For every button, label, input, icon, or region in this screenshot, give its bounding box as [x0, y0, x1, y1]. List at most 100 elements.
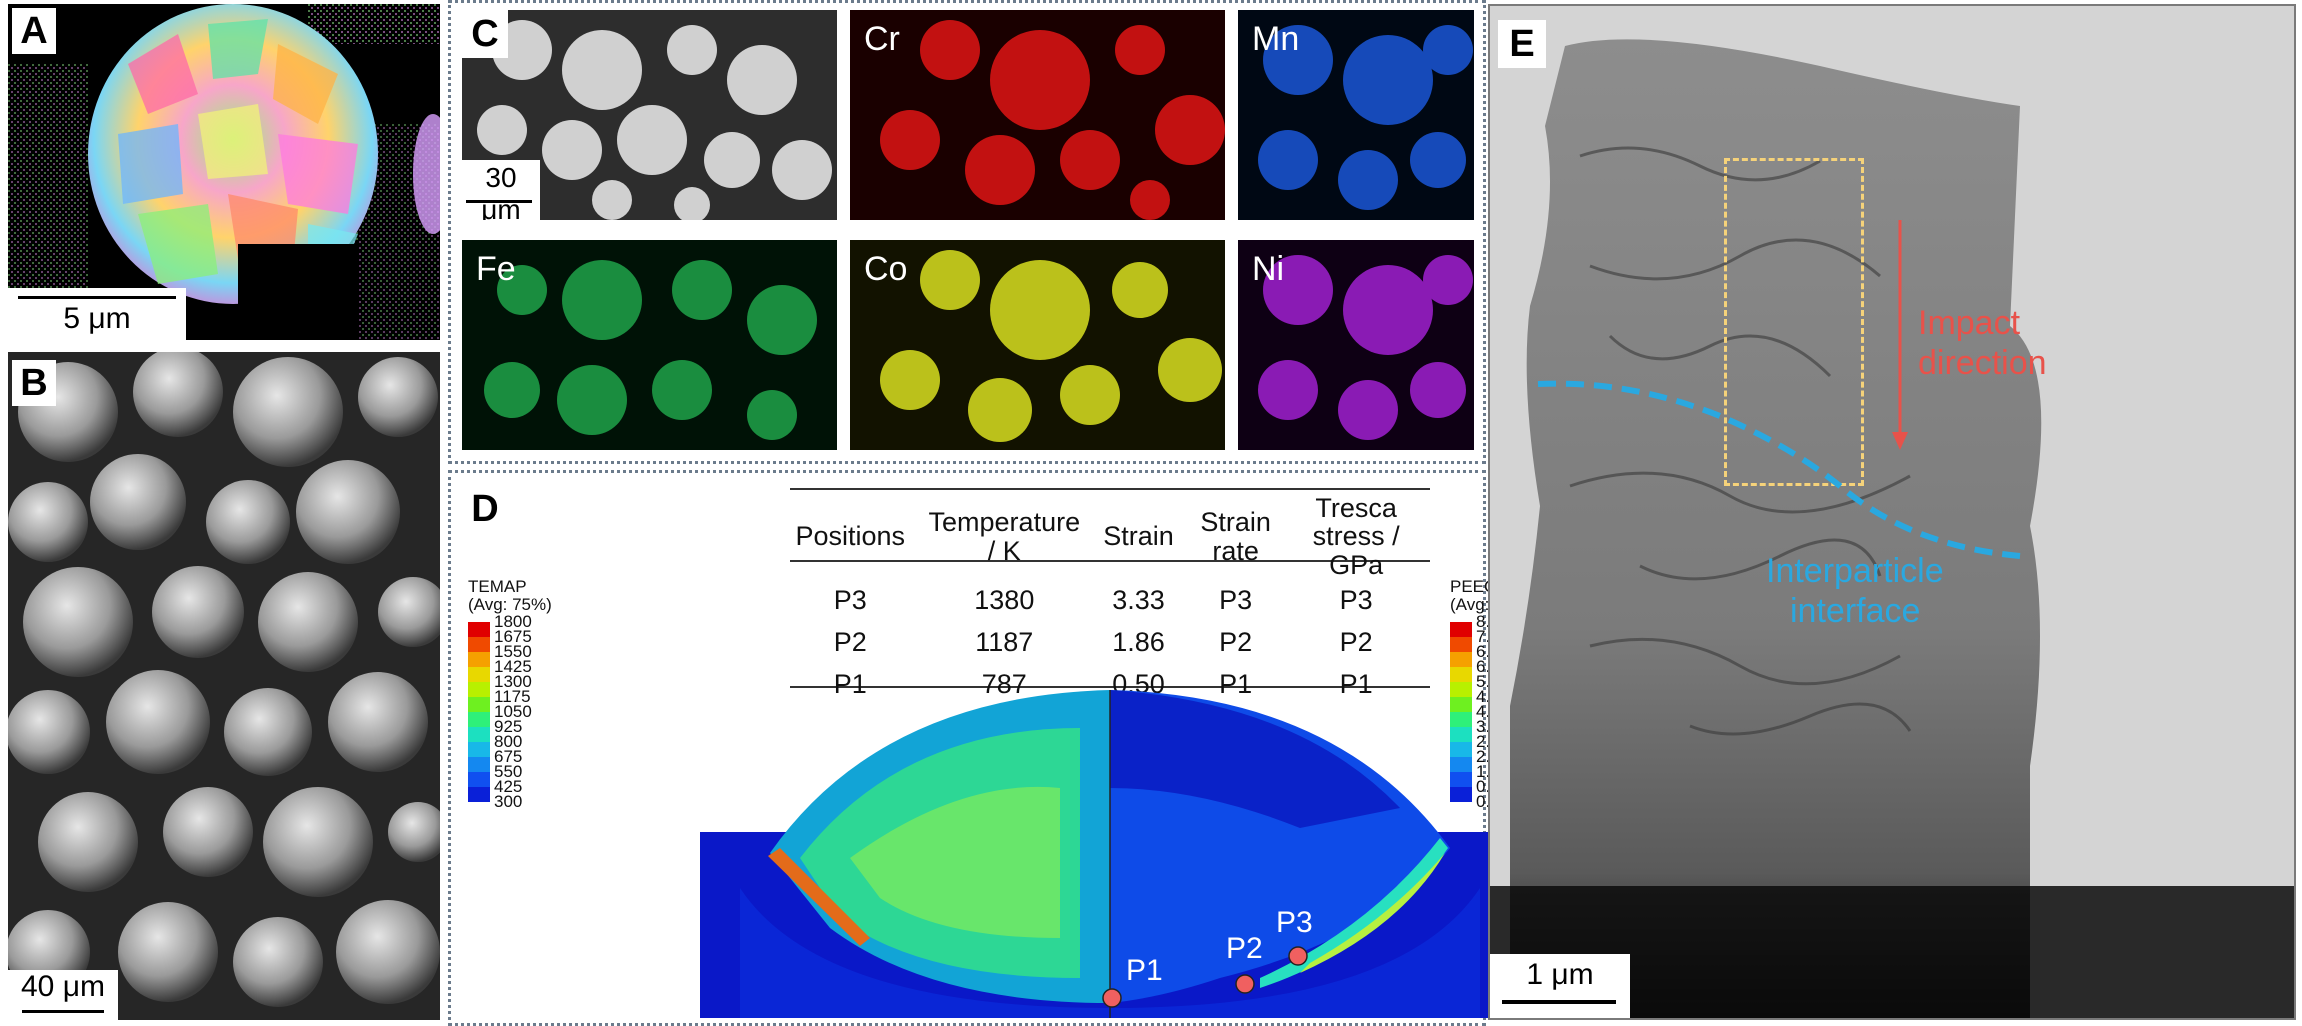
colorbar-tick-label: 1175 — [494, 687, 531, 706]
table-cell: 3.33 — [1112, 584, 1165, 615]
tem-lamella-image — [1490, 6, 2294, 1018]
colorbar-tick-label: 675 — [494, 747, 522, 766]
temap-colorbar: TEMAP (Avg: 75%) 18001675155014251300117… — [468, 578, 552, 811]
colorbar-tick-label: 1800 — [494, 612, 532, 631]
panel-e-tem-image: Impact direction Interparticle interface… — [1488, 4, 2296, 1020]
colorbar-swatch — [1450, 712, 1472, 727]
panel-c-frame — [448, 0, 1486, 464]
peeq-title: PEEQ — [1450, 578, 1497, 596]
fem-impact-simulation: P1 P2 P3 — [700, 690, 1540, 1018]
label-p2: P2 — [1226, 932, 1263, 965]
marker-p1 — [1102, 988, 1122, 1008]
panel-b-scale-text: 40 μm — [21, 970, 105, 1003]
table-cell: P3 — [1219, 584, 1253, 615]
table-cell: P3 — [1339, 584, 1373, 615]
colorbar-swatch — [1450, 637, 1472, 652]
panel-b-sem-powder: B 40 μm — [8, 352, 440, 1020]
colorbar-swatch — [468, 742, 490, 757]
colorbar-swatch — [1450, 742, 1472, 757]
colorbar-tick-label: 425 — [494, 777, 522, 796]
sim-table-rule-top — [790, 488, 1430, 490]
table-cell: P2 — [833, 626, 867, 657]
eds-label-fe: Fe — [476, 250, 516, 288]
colorbar-tick-label: 1425 — [494, 657, 532, 676]
marker-p2 — [1235, 974, 1255, 994]
table-cell: P1 — [833, 668, 867, 699]
eds-map-fe: Fe — [462, 240, 837, 450]
colorbar-swatch — [468, 727, 490, 742]
label-p3: P3 — [1276, 906, 1313, 939]
scale-bar-line — [18, 296, 176, 299]
colorbar-swatch — [1450, 652, 1472, 667]
eds-label-co: Co — [864, 250, 908, 288]
colorbar-swatch — [468, 637, 490, 652]
scale-bar-line — [1502, 1000, 1616, 1004]
temap-title: TEMAP — [468, 578, 527, 596]
colorbar-swatch — [468, 697, 490, 712]
table-cell: P3 — [833, 584, 867, 615]
panel-a-scale-text: 5 μm — [63, 302, 131, 335]
interface-dashed-curve — [1537, 380, 2021, 559]
panel-a-ebsd-map: A 5 μm — [8, 4, 440, 340]
label-p1: P1 — [1126, 954, 1163, 987]
colorbar-swatch — [468, 682, 490, 697]
marker-p3 — [1288, 946, 1308, 966]
panel-c-eds-grid: C 30 μm Cr Mn Fe Co — [462, 10, 1474, 450]
interface-label-2: interface — [1790, 592, 1921, 630]
scale-bar-line — [466, 200, 532, 203]
colorbar-tick-label: 1550 — [494, 642, 532, 661]
colorbar-tick-label: 925 — [494, 717, 522, 736]
colorbar-swatch — [1450, 787, 1472, 802]
table-row: P3 1380 3.33 P3 P3 — [780, 579, 1430, 621]
table-header: Strain — [1103, 521, 1174, 552]
table-header: Tresca stress / GPa — [1312, 493, 1400, 580]
table-cell: 1.86 — [1112, 626, 1165, 657]
colorbar-tick-label: 1675 — [494, 627, 532, 646]
impact-direction-arrow — [1892, 220, 1908, 450]
panel-c-scale-bar: 30 μm — [462, 160, 540, 220]
panel-e-label: E — [1498, 20, 1546, 68]
table-header: Strain rate — [1200, 507, 1271, 566]
interface-label-1: Interparticle — [1766, 552, 1944, 590]
impact-direction-label-2: direction — [1918, 344, 2047, 382]
table-header: Temperature / K — [928, 507, 1081, 566]
panel-b-label: B — [12, 360, 56, 406]
sim-table-rule-mid — [790, 560, 1430, 562]
colorbar-tick-label: 1300 — [494, 672, 532, 691]
region-of-interest-box — [1724, 158, 1864, 486]
table-cell: P2 — [1219, 626, 1253, 657]
panel-b-scale-bar: 40 μm — [8, 970, 118, 1020]
colorbar-swatch — [1450, 667, 1472, 682]
colorbar-tick-label: 300 — [494, 792, 522, 811]
colorbar-tick-label: 1050 — [494, 702, 532, 721]
table-row: P2 1187 1.86 P2 P2 — [780, 621, 1430, 663]
colorbar-swatch — [468, 772, 490, 787]
table-cell: 1380 — [974, 584, 1035, 615]
eds-label-mn: Mn — [1252, 20, 1300, 58]
panel-a-scale-bar: 5 μm — [8, 288, 186, 340]
eds-label-ni: Ni — [1252, 250, 1285, 288]
sim-table-rule-bot — [790, 686, 1430, 688]
colorbar-swatch — [1450, 697, 1472, 712]
colorbar-swatch — [468, 652, 490, 667]
eds-map-co: Co — [850, 240, 1225, 450]
eds-map-ni: Ni — [1238, 240, 1474, 450]
eds-map-cr: Cr — [850, 10, 1225, 220]
sem-powder-image — [8, 352, 440, 1020]
eds-sem-tile: C 30 μm — [462, 10, 837, 220]
colorbar-swatch — [1450, 682, 1472, 697]
colorbar-swatch — [468, 757, 490, 772]
table-cell: P1 — [1339, 668, 1373, 699]
impact-direction-label-1: Impact — [1918, 304, 2021, 342]
scale-bar-line — [22, 1010, 104, 1013]
eds-map-mn: Mn — [1238, 10, 1474, 220]
ebsd-orientation-image — [8, 4, 440, 340]
temap-subtitle: (Avg: 75%) — [468, 595, 552, 614]
colorbar-swatch — [468, 712, 490, 727]
panel-a-label: A — [12, 8, 56, 54]
panel-e-scale-text: 1 μm — [1526, 958, 1594, 991]
colorbar-swatch — [1450, 727, 1472, 742]
panel-d-label: D — [471, 488, 499, 530]
table-cell: P1 — [1219, 668, 1253, 699]
table-row: P1 787 0.50 P1 P1 — [780, 663, 1430, 705]
